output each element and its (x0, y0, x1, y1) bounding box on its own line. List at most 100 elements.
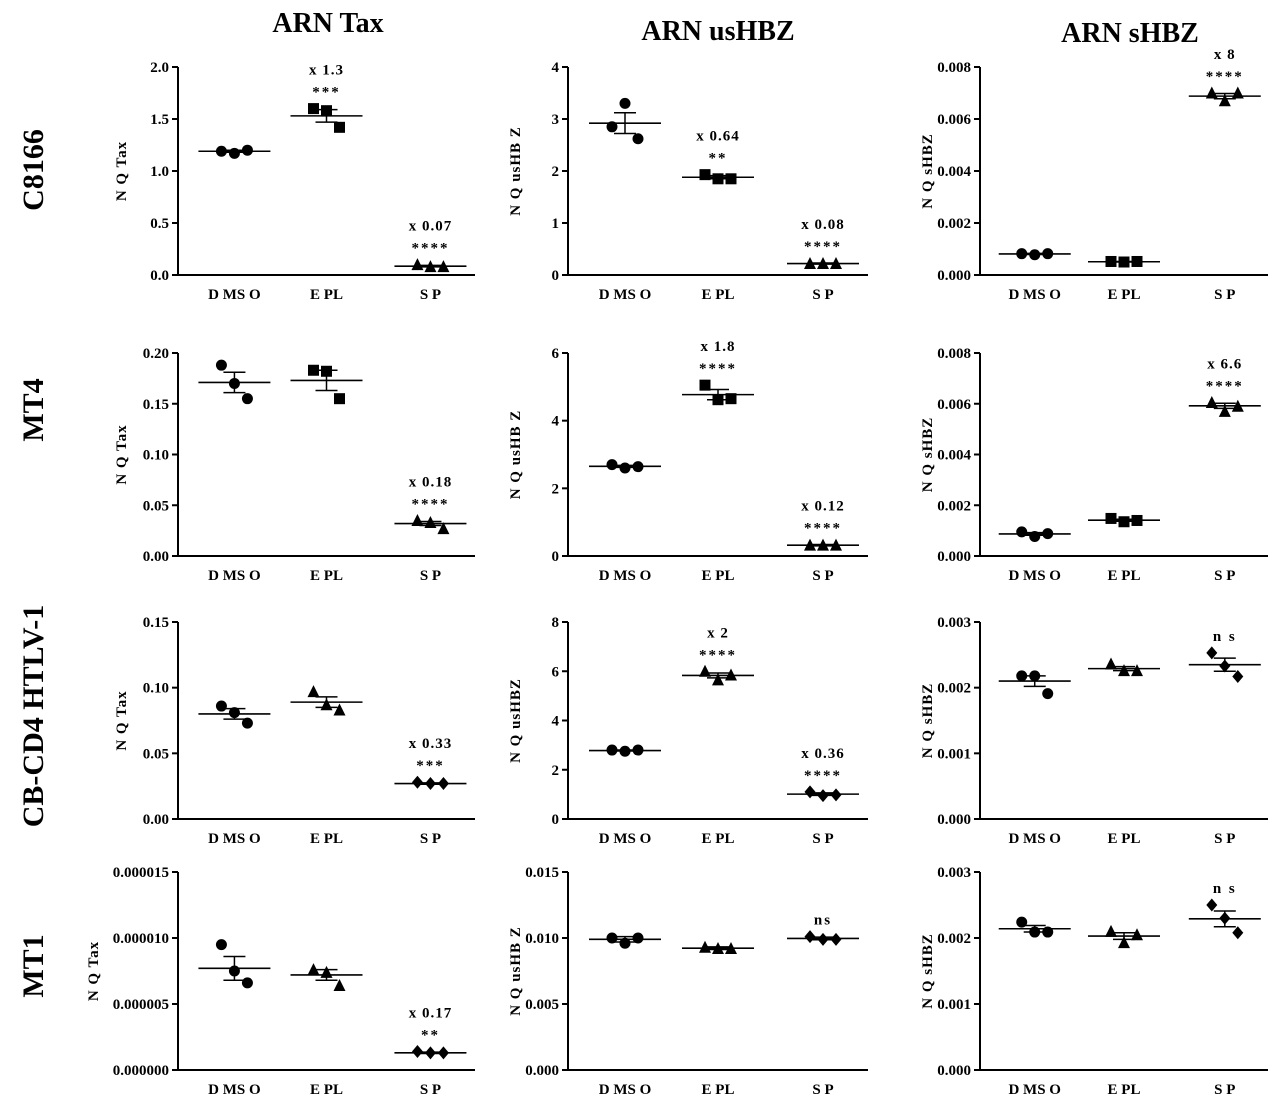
panel-c8166-ushbz-data-point (712, 173, 724, 185)
panel-mt1-tax-fold-change-label: x 0.17 (409, 1006, 453, 1022)
panel-mt1-shbz-significance-label: n s (1213, 881, 1237, 897)
panel-mt4-tax-data-point (308, 364, 319, 376)
panel-mt1-tax-xtick-label: D MS O (208, 1082, 261, 1098)
panel-mt4-shbz-data-point (1231, 399, 1244, 412)
panel-mt1-ushbz-ytick-label: 0.000 (525, 1063, 559, 1079)
panel-cbcd4-ushbz-xtick-label: S P (812, 831, 833, 847)
panel-c8166-shbz-fold-change-label: x 8 (1214, 47, 1236, 63)
panel-c8166-ushbz-xtick-label: S P (812, 287, 833, 303)
panel-c8166-ushbz-significance-label: ** (709, 151, 728, 167)
panel-c8166-tax-fold-change-label: x 1.3 (309, 63, 344, 79)
panel-mt4-tax-data-point (437, 522, 450, 535)
panel-cbcd4-shbz-xtick-label: S P (1214, 831, 1235, 847)
panel-mt4-ushbz-data-point (619, 462, 631, 474)
panel-mt1-ushbz-ytick-label: 0.015 (525, 865, 559, 881)
panel-c8166-ushbz-ytick-label: 2 (552, 164, 560, 180)
panel-cbcd4-ushbz-fold-change-label: x 2 (707, 625, 729, 641)
panel-c8166-shbz-xtick-label: S P (1214, 287, 1235, 303)
panel-mt4-shbz-significance-label: **** (1206, 378, 1244, 394)
panel-mt4-shbz-data-point (1105, 512, 1117, 524)
panel-c8166-shbz-ytick-label: 0.000 (937, 268, 971, 284)
panel-cbcd4-tax-fold-change-label: x 0.33 (409, 736, 453, 752)
panel-c8166-tax-data-point (411, 258, 424, 271)
panel-cbcd4-ushbz-ytick-label: 8 (552, 615, 560, 631)
panel-mt4-shbz-data-point (1205, 395, 1218, 408)
panel-mt4-tax-ytick-label: 0.15 (143, 397, 169, 413)
panel-c8166-tax-ytick-label: 2.0 (150, 60, 169, 76)
panel-mt1-ushbz-data-point (830, 932, 842, 946)
panel-mt1-shbz-data-point (1131, 928, 1143, 941)
panel-mt1-tax: 0.000000 0.000005 0.000010 0.000015 N Q Tax D… (86, 865, 475, 1098)
panel-c8166-shbz-ytick-label: 0.004 (937, 164, 971, 180)
panel-cbcd4-shbz-ylabel: N Q sHBZ (920, 683, 936, 759)
panel-c8166-ushbz-significance-label: **** (804, 239, 842, 255)
panel-mt4-tax-data-point (215, 359, 227, 371)
panel-mt4-tax-data-point (334, 393, 345, 405)
panel-mt1-ushbz-data-point (619, 937, 631, 949)
panel-cbcd4-ushbz-data-point (725, 668, 737, 681)
panel-c8166-tax-data-point (334, 121, 345, 133)
panel-c8166-ushbz-data-point (606, 121, 618, 133)
panel-mt4-tax-ytick-label: 0.00 (143, 549, 169, 565)
panel-c8166-tax-data-point (308, 103, 319, 115)
panel-mt1-tax-data-point (424, 1046, 436, 1060)
panel-c8166-ushbz-data-point (632, 133, 644, 145)
panel-mt1-shbz-data-point (1105, 924, 1117, 937)
panel-c8166-shbz-significance-label: **** (1206, 69, 1244, 85)
panel-mt1-tax-data-point (241, 977, 253, 989)
panel-mt4-shbz-ytick-label: 0.008 (937, 346, 971, 362)
panel-mt4-tax-ytick-label: 0.05 (143, 498, 169, 514)
panel-mt4-shbz-fold-change-label: x 6.6 (1207, 356, 1242, 372)
panel-c8166-tax-data-point (321, 105, 332, 117)
panel-mt1-ushbz-ytick-label: 0.010 (525, 931, 559, 947)
panel-c8166-tax-ytick-label: 0.5 (150, 216, 169, 232)
panel-mt4-ushbz-significance-label: **** (804, 520, 842, 536)
panel-mt1-shbz-data-point (1118, 936, 1130, 949)
panel-c8166-shbz: 0.000 0.002 0.004 0.006 0.008 N Q sHBZ D MS O E… (920, 47, 1268, 303)
panel-cbcd4-shbz-xtick-label: D MS O (1008, 831, 1061, 847)
row-title-cbcd4: CB-CD4 HTLV-1 (17, 605, 50, 828)
panel-c8166-ushbz-fold-change-label: x 0.64 (696, 129, 740, 145)
panel-c8166-tax-fold-change-label: x 0.07 (409, 219, 453, 235)
panel-mt4-tax-significance-label: **** (411, 496, 449, 512)
panel-c8166-tax-significance-label: **** (411, 241, 449, 257)
panel-c8166-ushbz-data-point (804, 257, 816, 270)
panel-c8166-tax-data-point (437, 260, 450, 273)
panel-c8166-tax-data-point (424, 260, 437, 273)
panel-c8166-tax-ytick-label: 0.0 (150, 268, 169, 284)
panel-cbcd4-ushbz-xtick-label: D MS O (599, 831, 652, 847)
panel-mt1-ushbz-significance-label: ns (814, 913, 832, 929)
panel-c8166-tax-data-point (228, 147, 240, 159)
panel-c8166-shbz-data-point (1231, 86, 1244, 99)
panel-cbcd4-tax-significance-label: *** (416, 758, 445, 774)
panel-mt4-tax-ytick-label: 0.10 (143, 448, 169, 464)
panel-cbcd4-ushbz: 0 2 4 6 8 N Q usHBZ D MS O E PL S P **** x 2 **** x … (508, 615, 868, 847)
panel-c8166-shbz-data-point (1016, 248, 1028, 260)
panel-mt1-ushbz-xtick-label: S P (812, 1082, 833, 1098)
panel-cbcd4-tax-xtick-label: S P (420, 831, 441, 847)
panel-mt4-ushbz-data-point (725, 393, 737, 405)
column-title-tax: ARN Tax (272, 8, 383, 39)
panel-cbcd4-tax-ylabel: N Q Tax (114, 690, 130, 750)
panel-c8166-shbz-data-point (1105, 255, 1117, 267)
panel-cbcd4-shbz-data-point (1029, 670, 1041, 682)
panel-cbcd4-tax-data-point (215, 700, 227, 712)
panel-mt1-tax-ytick-label: 0.000010 (113, 931, 169, 947)
panel-mt1-tax-ytick-label: 0.000005 (113, 997, 169, 1013)
panel-mt1-tax-xtick-label: S P (420, 1082, 441, 1098)
panel-cbcd4-shbz-data-point (1042, 688, 1054, 700)
panel-cbcd4-ushbz-ytick-label: 4 (552, 714, 560, 730)
panel-cbcd4-shbz-significance-label: n s (1213, 629, 1237, 645)
panel-c8166-tax-xtick-label: E PL (310, 287, 343, 303)
panel-mt1-shbz-data-point (1016, 916, 1028, 928)
panel-mt4-ushbz-fold-change-label: x 1.8 (701, 339, 736, 355)
panel-mt4-ushbz-ytick-label: 0 (552, 549, 560, 565)
panel-c8166-ushbz-data-point (699, 169, 711, 181)
panel-cbcd4-shbz-data-point (1118, 664, 1130, 677)
panel-cbcd4-tax-data-point (307, 685, 320, 698)
panel-mt4-ushbz-data-point (817, 538, 829, 551)
panel-mt1-ushbz-data-point (712, 942, 724, 955)
panel-c8166-shbz-ylabel: N Q sHBZ (920, 133, 936, 209)
panel-mt4-tax-xtick-label: D MS O (208, 568, 261, 584)
panel-mt4-tax-data-point (228, 377, 240, 389)
